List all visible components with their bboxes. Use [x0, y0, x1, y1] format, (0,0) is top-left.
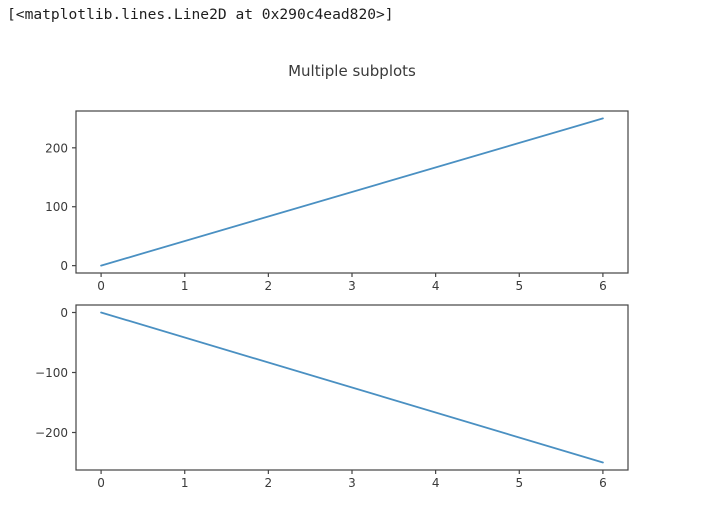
figure-title: Multiple subplots: [288, 62, 416, 80]
x-tick-label: 6: [599, 279, 607, 293]
axes-canvas: 0 1 2 3 4 5 6 0 100 200: [45, 110, 629, 293]
x-tick-label: 4: [432, 279, 440, 293]
x-tick-label: 2: [265, 476, 273, 490]
y-tick-label: 200: [45, 141, 68, 155]
x-tick-label: 6: [599, 476, 607, 490]
y-tick-label: 100: [45, 200, 68, 214]
x-tick-label: 2: [265, 279, 273, 293]
y-tick-label: −100: [35, 366, 68, 380]
x-tick-label: 5: [515, 279, 523, 293]
x-tick-label: 3: [348, 279, 356, 293]
x-tick-label: 1: [181, 476, 189, 490]
plot-line-increasing-line: [100, 117, 604, 267]
x-tick-label: 0: [97, 476, 105, 490]
x-tick-label: 5: [515, 476, 523, 490]
axes-canvas: 0 1 2 3 4 5 6 −200 −100 0: [35, 304, 629, 490]
subplot-top: 0 1 2 3 4 5 6 0 100 200: [30, 98, 650, 298]
y-tick-label: 0: [60, 306, 68, 320]
x-tick-label: 0: [97, 279, 105, 293]
cell-output-text: [<matplotlib.lines.Line2D at 0x290c4ead8…: [7, 6, 394, 23]
x-tick-label: 3: [348, 476, 356, 490]
subplot-bottom: 0 1 2 3 4 5 6 −200 −100 0: [30, 295, 650, 500]
y-tick-label: −200: [35, 426, 68, 440]
y-tick-label: 0: [60, 259, 68, 273]
plot-line-decreasing-line: [100, 311, 604, 464]
x-tick-label: 1: [181, 279, 189, 293]
x-tick-label: 4: [432, 476, 440, 490]
